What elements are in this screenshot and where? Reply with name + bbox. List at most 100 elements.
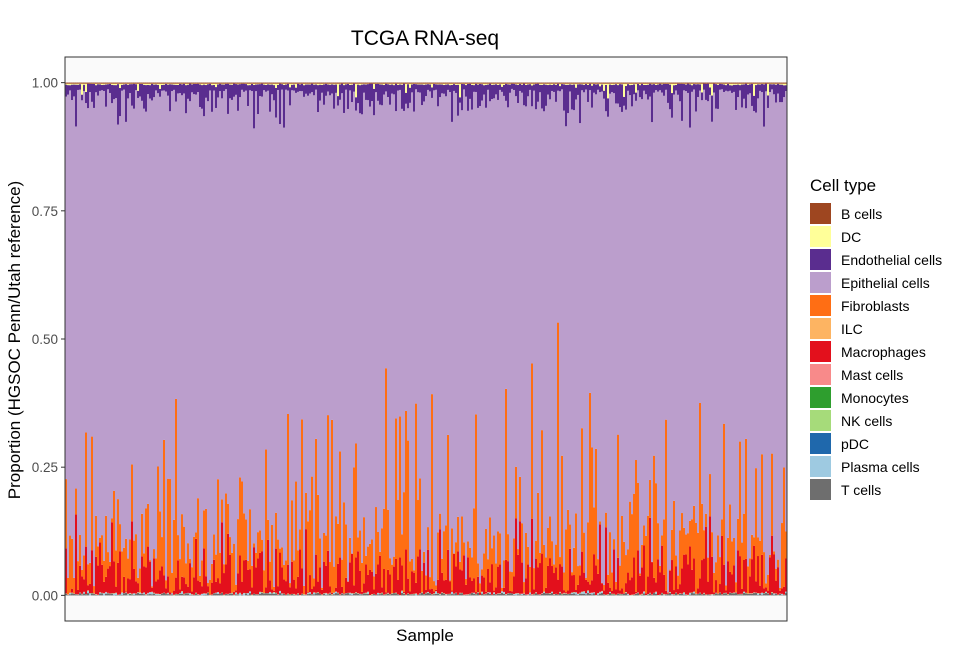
bar-segment-t-cells: [101, 593, 103, 595]
bar-segment-fibroblasts: [533, 568, 535, 589]
bar-segment-b-cells: [157, 83, 159, 84]
bar-segment-dc: [163, 84, 165, 85]
bar-segment-dc: [319, 84, 321, 85]
bar-segment-epithelial-cells: [145, 112, 147, 509]
bar-segment-macrophages: [761, 555, 763, 593]
bar-segment-t-cells: [673, 595, 675, 596]
bar-segment-fibroblasts: [475, 414, 477, 592]
bar-segment-t-cells: [269, 594, 271, 596]
bar-segment-fibroblasts: [775, 569, 777, 581]
bar-segment-epithelial-cells: [777, 94, 779, 560]
bar-segment-b-cells: [189, 83, 191, 84]
bar-segment-fibroblasts: [473, 508, 475, 578]
bar-segment-plasma-cells: [515, 594, 517, 595]
bar-segment-dc: [759, 84, 761, 85]
bar-segment-epithelial-cells: [113, 99, 115, 491]
bar-segment-macrophages: [461, 570, 463, 592]
bar-segment-fibroblasts: [123, 548, 125, 577]
bar-segment-epithelial-cells: [645, 94, 647, 536]
bar-segment-b-cells: [571, 83, 573, 84]
bar-segment-fibroblasts: [607, 575, 609, 583]
bar-segment-macrophages: [639, 576, 641, 595]
bar-segment-t-cells: [279, 593, 281, 595]
bar-segment-fibroblasts: [223, 564, 225, 573]
bar-segment-t-cells: [619, 594, 621, 595]
bar-segment-b-cells: [267, 83, 269, 84]
bar-segment-fibroblasts: [67, 578, 69, 594]
bar-segment-endothelial-cells: [269, 85, 271, 112]
bar-segment-epithelial-cells: [351, 102, 353, 553]
bar-segment-macrophages: [237, 573, 239, 593]
bar-segment-macrophages: [649, 518, 651, 593]
bar-segment-t-cells: [75, 594, 77, 595]
bar-segment-epithelial-cells: [679, 101, 681, 530]
bar-segment-epithelial-cells: [427, 90, 429, 527]
bar-segment-fibroblasts: [169, 479, 171, 592]
bar-segment-macrophages: [155, 581, 157, 593]
bar-segment-epithelial-cells: [157, 93, 159, 466]
bar-segment-fibroblasts: [521, 523, 523, 562]
bar-segment-t-cells: [231, 594, 233, 596]
bar-segment-b-cells: [215, 83, 217, 84]
bar-segment-endothelial-cells: [729, 85, 731, 91]
bar-segment-b-cells: [539, 83, 541, 84]
bar-segment-dc: [669, 84, 671, 85]
bar-segment-b-cells: [775, 83, 777, 84]
bar-segment-t-cells: [123, 593, 125, 595]
bar-segment-fibroblasts: [567, 510, 569, 591]
bar-segment-epithelial-cells: [509, 93, 511, 572]
bar-segment-t-cells: [475, 594, 477, 595]
bar-segment-endothelial-cells: [555, 85, 557, 102]
bar-segment-plasma-cells: [235, 593, 237, 595]
bar-segment-epithelial-cells: [641, 99, 643, 545]
bar-segment-epithelial-cells: [395, 111, 397, 418]
bar-segment-fibroblasts: [759, 541, 761, 586]
bar-segment-dc: [781, 84, 783, 85]
bar-segment-b-cells: [105, 83, 107, 84]
bar-segment-endothelial-cells: [267, 84, 269, 90]
bar-segment-dc: [181, 84, 183, 85]
bar-segment-t-cells: [655, 594, 657, 596]
bar-segment-dc: [559, 84, 561, 86]
bar-segment-b-cells: [425, 83, 427, 84]
bar-segment-endothelial-cells: [583, 85, 585, 92]
bar-segment-endothelial-cells: [471, 85, 473, 110]
bar-segment-epithelial-cells: [723, 92, 725, 424]
bar-segment-dc: [485, 84, 487, 85]
bar-segment-endothelial-cells: [527, 84, 529, 96]
bar-segment-mast-cells: [349, 593, 351, 594]
bar-segment-t-cells: [575, 594, 577, 595]
bar-segment-b-cells: [745, 83, 747, 84]
bar-segment-endothelial-cells: [749, 84, 751, 93]
bar-segment-fibroblasts: [579, 565, 581, 575]
bar-segment-t-cells: [341, 594, 343, 596]
bar-segment-macrophages: [451, 591, 453, 592]
bar-segment-fibroblasts: [267, 520, 269, 540]
bar-segment-b-cells: [193, 83, 195, 84]
bar-segment-dc: [105, 84, 107, 85]
bar-segment-epithelial-cells: [695, 111, 697, 523]
bar-segment-dc: [157, 84, 159, 85]
bar-segment-t-cells: [121, 595, 123, 596]
bar-segment-fibroblasts: [517, 549, 519, 555]
bar-segment-epithelial-cells: [381, 105, 383, 528]
bar-segment-fibroblasts: [371, 539, 373, 572]
bar-segment-epithelial-cells: [629, 95, 631, 502]
bar-segment-t-cells: [477, 593, 479, 595]
bar-segment-b-cells: [625, 83, 627, 84]
bar-segment-b-cells: [211, 83, 213, 84]
bar-segment-endothelial-cells: [639, 85, 641, 97]
bar-segment-endothelial-cells: [313, 85, 315, 96]
bar-segment-t-cells: [729, 593, 731, 596]
bar-segment-endothelial-cells: [147, 85, 149, 94]
bar-segment-dc: [143, 84, 145, 85]
bar-segment-fibroblasts: [443, 531, 445, 580]
bar-segment-t-cells: [547, 593, 549, 595]
bar-segment-plasma-cells: [757, 594, 759, 595]
bar-segment-dc: [255, 84, 257, 85]
bar-segment-macrophages: [743, 560, 745, 592]
bar-segment-t-cells: [535, 593, 537, 595]
bar-segment-t-cells: [459, 593, 461, 595]
bar-segment-epithelial-cells: [577, 95, 579, 566]
bar-segment-epithelial-cells: [223, 91, 225, 564]
